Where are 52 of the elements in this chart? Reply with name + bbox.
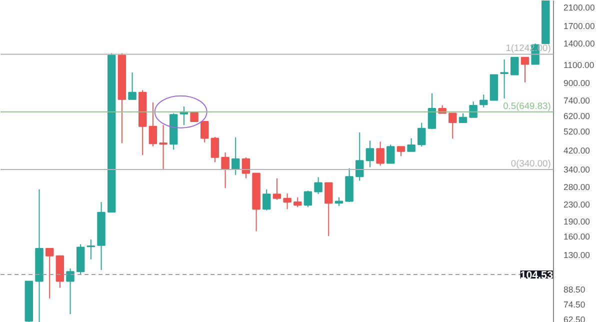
candlestick	[458, 112, 468, 123]
ref-line-label: 104.53	[520, 270, 553, 282]
candlestick	[500, 59, 508, 100]
candlestick	[314, 176, 322, 195]
candlestick	[428, 92, 436, 130]
y-tick-label: 900.00	[564, 78, 590, 88]
candlestick	[356, 132, 364, 182]
candlestick	[386, 144, 395, 164]
candlestick	[469, 101, 478, 118]
y-tick-label: 740.00	[564, 95, 590, 106]
candlestick	[272, 178, 282, 200]
y-tick-label: 230.00	[564, 199, 590, 210]
candlestick	[221, 152, 230, 189]
candlestick	[418, 122, 426, 148]
y-tick-label: 88.50	[564, 284, 586, 294]
y-tick-label: 1100.00	[564, 60, 594, 70]
candlestick	[148, 102, 158, 147]
candlestick	[242, 156, 250, 179]
y-tick-label: 340.00	[564, 164, 590, 175]
y-tick-label: 130.00	[564, 250, 590, 260]
y-tick-label: 1400.00	[564, 38, 595, 49]
candlestick	[45, 248, 54, 299]
y-tick-label: 420.00	[564, 146, 590, 156]
candlestick	[376, 141, 384, 166]
candlestick	[407, 138, 416, 152]
y-tick-label: 280.00	[564, 182, 590, 192]
y-tick-label: 74.50	[564, 300, 586, 310]
y-tick-label: 2100.00	[564, 2, 595, 12]
candlestick	[448, 112, 457, 140]
candlestick	[200, 121, 209, 143]
candlestick	[304, 190, 312, 208]
ref-line-label: 0(340.00)	[510, 158, 551, 169]
candlestick	[262, 188, 271, 211]
candlestick	[159, 124, 168, 170]
y-tick-label: 520.00	[564, 126, 590, 137]
candlestick	[396, 146, 406, 157]
ref-line-label: 0.5(649.83)	[503, 100, 551, 111]
candlestick	[480, 94, 488, 108]
candlestick	[510, 56, 519, 76]
y-tick-label: 190.00	[564, 216, 590, 226]
y-tick-label: 1700.00	[564, 21, 595, 32]
candlestick	[86, 238, 96, 260]
candlestick	[210, 136, 220, 163]
y-tick-label: 160.00	[564, 232, 590, 242]
candlestick	[128, 72, 136, 100]
candlestick	[283, 192, 292, 210]
candlestick	[66, 268, 74, 315]
candlestick	[366, 140, 374, 168]
candlestick	[294, 196, 302, 208]
candlestick	[520, 56, 530, 83]
candlestick	[324, 182, 333, 237]
y-tick-label: 620.00	[564, 111, 590, 122]
